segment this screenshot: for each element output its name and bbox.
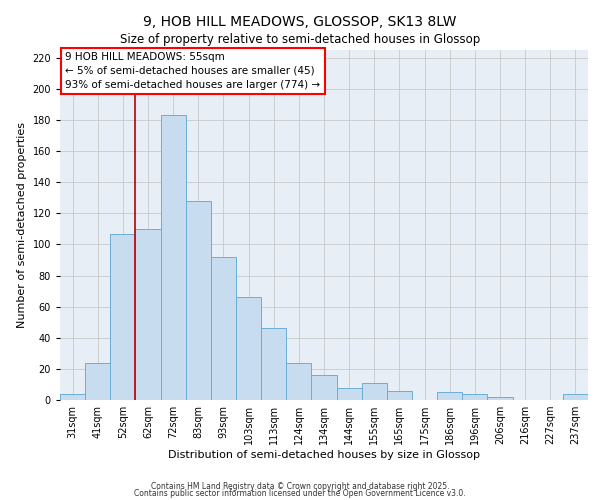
Text: 9 HOB HILL MEADOWS: 55sqm
← 5% of semi-detached houses are smaller (45)
93% of s: 9 HOB HILL MEADOWS: 55sqm ← 5% of semi-d… [65, 52, 320, 90]
Bar [487, 397, 512, 400]
Text: Size of property relative to semi-detached houses in Glossop: Size of property relative to semi-detach… [120, 32, 480, 46]
Bar [60, 394, 85, 400]
Bar [387, 390, 412, 400]
Bar [186, 201, 211, 400]
Bar [236, 298, 261, 400]
Bar [286, 362, 311, 400]
Text: Contains public sector information licensed under the Open Government Licence v3: Contains public sector information licen… [134, 489, 466, 498]
Bar [211, 257, 236, 400]
Bar [85, 362, 110, 400]
Bar [261, 328, 286, 400]
Bar [311, 375, 337, 400]
Text: 9, HOB HILL MEADOWS, GLOSSOP, SK13 8LW: 9, HOB HILL MEADOWS, GLOSSOP, SK13 8LW [143, 15, 457, 29]
Bar [437, 392, 462, 400]
Y-axis label: Number of semi-detached properties: Number of semi-detached properties [17, 122, 27, 328]
Bar [136, 229, 161, 400]
Text: Contains HM Land Registry data © Crown copyright and database right 2025.: Contains HM Land Registry data © Crown c… [151, 482, 449, 491]
Bar [563, 394, 588, 400]
Bar [110, 234, 136, 400]
X-axis label: Distribution of semi-detached houses by size in Glossop: Distribution of semi-detached houses by … [168, 450, 480, 460]
Bar [337, 388, 362, 400]
Bar [362, 383, 387, 400]
Bar [161, 116, 186, 400]
Bar [462, 394, 487, 400]
